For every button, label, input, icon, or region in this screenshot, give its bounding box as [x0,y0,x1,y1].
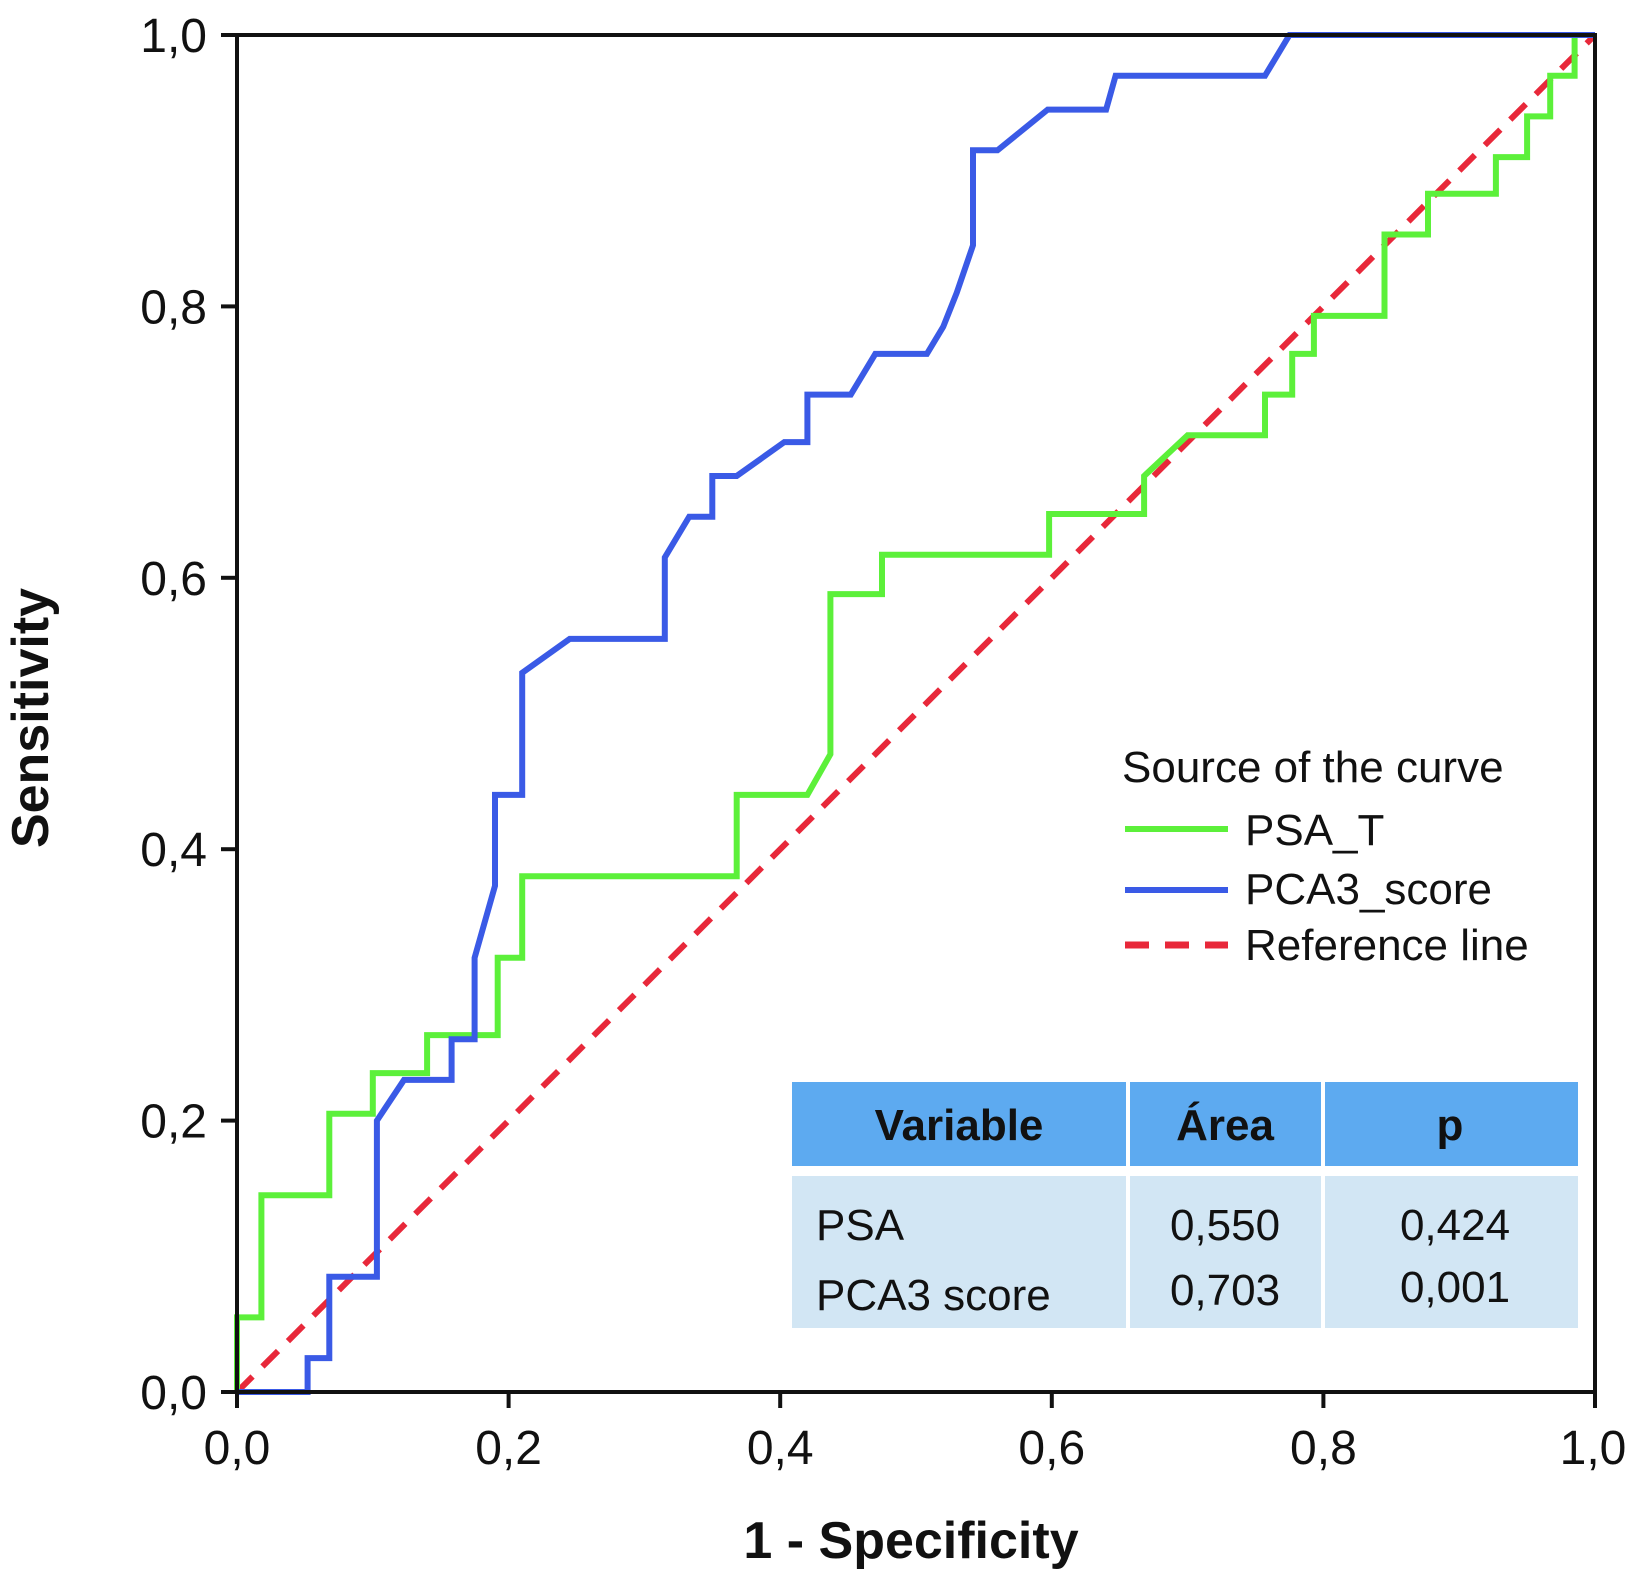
table-body-cell-variable [792,1176,1126,1328]
table-header-cell-p [1325,1082,1578,1166]
plot-frame [235,33,1597,1394]
y-tick-label: 0,4 [140,824,207,877]
legend-label-pca3-score: PCA3_score [1245,865,1492,914]
table-cell-pca3-p: 0,001 [1400,1263,1510,1312]
series-line-reference-line [234,32,1598,1395]
x-tick-label: 0,8 [1290,1422,1357,1475]
y-tick-label: 0,8 [140,281,207,334]
table-cell-psa-p: 0,424 [1400,1201,1510,1250]
table-header-area: Área [1176,1100,1274,1150]
y-axis-title: Sensitivity [2,588,60,848]
table-cell-psa-variable: PSA [816,1201,905,1250]
table-body-cell-area [1130,1176,1321,1328]
table-cell-psa-area: 0,550 [1170,1201,1280,1250]
table-header-p: p [1437,1101,1464,1150]
legend-label-reference-line: Reference line [1245,921,1529,970]
x-tick-label: 0,2 [475,1422,542,1475]
auc-table: Variable Área p PSA 0,550 0,424 PCA3 sco… [792,1082,1578,1328]
curves-layer [234,32,1598,1395]
x-tick-label: 0,0 [204,1422,271,1475]
x-axis-title: 1 - Specificity [743,1512,1078,1570]
y-tick-label: 1,0 [140,10,207,63]
series-line-psa-t [234,32,1595,1392]
y-tick-label: 0,2 [140,1096,207,1149]
x-tick-label: 0,4 [747,1422,814,1475]
y-tick-label: 0,0 [140,1367,207,1420]
table-header-variable: Variable [875,1101,1044,1150]
x-tick-label: 0,6 [1018,1422,1085,1475]
x-axis-ticks: 0,0 0,2 0,4 0,6 0,8 1,0 [204,1392,1627,1475]
table-cell-pca3-variable: PCA3 score [816,1271,1051,1320]
x-tick-label: 1,0 [1560,1422,1627,1475]
table-cell-pca3-area: 0,703 [1170,1266,1280,1315]
y-tick-label: 0,6 [140,553,207,606]
y-axis-ticks: 0,0 0,2 0,4 0,6 0,8 1,0 [140,10,237,1420]
legend-title: Source of the curve [1122,743,1504,792]
table-header-cell-area [1130,1082,1321,1166]
series-line-pca3-score [237,32,1595,1395]
legend-label-psa-t: PSA_T [1245,806,1384,855]
table-body-cell-p [1325,1176,1578,1328]
table-header-cell-variable [792,1082,1126,1166]
legend: Source of the curve PSA_T PCA3_score Ref… [1122,743,1529,970]
